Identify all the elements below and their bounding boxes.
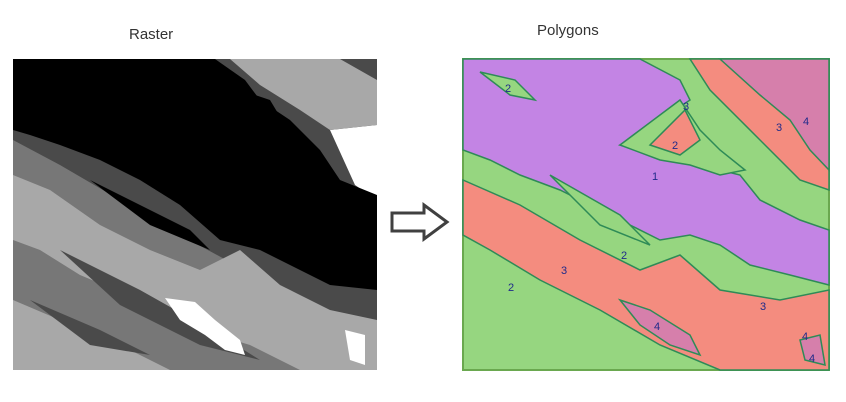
polygons-caption: Polygons <box>537 22 599 39</box>
polygon-label: 4 <box>654 321 660 333</box>
polygon-label: 3 <box>760 301 766 313</box>
polygon-label: 2 <box>621 250 627 262</box>
polygon-label: 3 <box>776 122 782 134</box>
raster-light-ridge <box>230 59 377 130</box>
polygons-panel: 2 3 2 3 4 1 2 3 2 4 3 4 4 <box>462 58 830 371</box>
polygon-region-2-streak <box>549 174 651 246</box>
raster-light-band-1 <box>13 175 377 370</box>
polygon-region-4-corner <box>799 334 826 367</box>
raster-white-patch-3 <box>330 125 377 200</box>
polygon-region-4-upper <box>718 58 830 172</box>
raster-black-streak-2 <box>40 75 85 95</box>
raster-black-streak-3 <box>90 180 210 250</box>
raster-panel <box>13 59 377 370</box>
raster-black-streak-1 <box>240 90 320 175</box>
polygon-region-2-island <box>479 71 538 102</box>
raster-white-patch-1 <box>165 298 245 355</box>
polygon-label: 4 <box>802 331 808 343</box>
raster-white-patch-2 <box>345 330 365 365</box>
raster-black-mass <box>13 59 377 290</box>
polygon-label: 2 <box>508 282 514 294</box>
raster-dark-streak-2 <box>30 300 150 355</box>
polygon-label: 3 <box>683 101 689 113</box>
polygon-label: 2 <box>505 83 511 95</box>
polygon-label: 1 <box>652 171 658 183</box>
polygon-label: 3 <box>561 265 567 277</box>
right-arrow-icon <box>390 202 450 242</box>
polygon-label: 4 <box>803 116 809 128</box>
raster-caption: Raster <box>129 26 174 43</box>
polygon-label: 2 <box>672 140 678 152</box>
polygon-region-3-lower <box>462 178 830 371</box>
polygon-region-4-lower <box>617 298 702 357</box>
polygon-region-3-wedge <box>648 108 701 156</box>
polygon-label: 4 <box>809 353 815 365</box>
